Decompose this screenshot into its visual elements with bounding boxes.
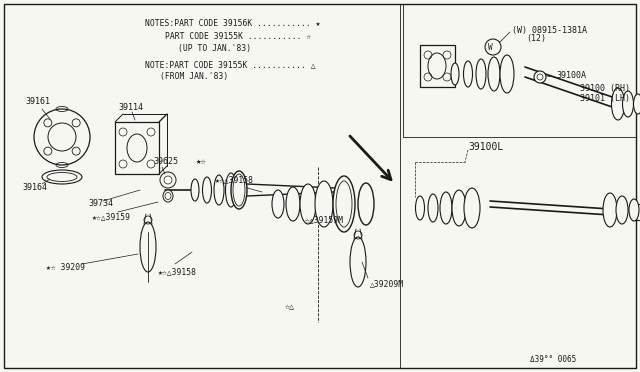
Ellipse shape (333, 176, 355, 232)
Text: 39100 (RH): 39100 (RH) (580, 83, 630, 93)
Ellipse shape (476, 59, 486, 89)
Text: 39164: 39164 (22, 183, 47, 192)
Ellipse shape (286, 187, 300, 221)
Bar (115, 122, 159, 174)
Ellipse shape (191, 179, 199, 201)
Ellipse shape (464, 188, 480, 228)
Ellipse shape (358, 183, 374, 225)
Ellipse shape (634, 94, 640, 114)
Text: (FROM JAN.'83): (FROM JAN.'83) (160, 71, 228, 80)
Text: ★☆ 39209: ★☆ 39209 (46, 263, 85, 272)
Text: 39161: 39161 (25, 97, 50, 106)
Text: ★☆: ★☆ (196, 157, 207, 167)
Text: (12): (12) (526, 35, 546, 44)
Text: (W) 08915-1381A: (W) 08915-1381A (512, 26, 587, 35)
Ellipse shape (451, 63, 459, 85)
Text: W: W (488, 42, 492, 51)
Ellipse shape (163, 190, 173, 202)
Text: (UP TO JAN.'83): (UP TO JAN.'83) (178, 44, 251, 52)
Ellipse shape (315, 181, 333, 227)
Circle shape (534, 71, 546, 83)
Text: ☆△: ☆△ (285, 302, 295, 311)
Text: ★☆△39159: ★☆△39159 (92, 212, 131, 221)
Text: △39209M: △39209M (370, 279, 404, 289)
Text: 39100A: 39100A (556, 71, 586, 80)
Ellipse shape (214, 175, 224, 205)
Text: NOTE:PART CODE 39155K ........... △: NOTE:PART CODE 39155K ........... △ (145, 61, 316, 70)
Ellipse shape (428, 194, 438, 222)
Ellipse shape (272, 190, 284, 218)
Ellipse shape (225, 173, 237, 207)
Ellipse shape (463, 61, 472, 87)
Text: 39625: 39625 (153, 157, 178, 167)
Ellipse shape (611, 88, 625, 120)
Bar (420, 45, 455, 87)
Ellipse shape (616, 196, 628, 224)
Text: 39101 (LH): 39101 (LH) (580, 93, 630, 103)
Ellipse shape (603, 193, 617, 227)
Ellipse shape (500, 55, 514, 93)
Ellipse shape (300, 184, 316, 224)
Ellipse shape (623, 91, 634, 117)
Ellipse shape (231, 171, 247, 209)
Ellipse shape (488, 57, 500, 91)
Text: 39100L: 39100L (468, 142, 503, 152)
Ellipse shape (629, 199, 639, 221)
Text: PART CODE 39155K ........... ☆: PART CODE 39155K ........... ☆ (165, 32, 311, 41)
Ellipse shape (415, 196, 424, 220)
Text: ☆△39159M: ☆△39159M (305, 215, 344, 224)
Ellipse shape (452, 190, 466, 226)
Text: ★☆△39158: ★☆△39158 (215, 176, 254, 185)
Text: Δ39°° 0065: Δ39°° 0065 (530, 356, 576, 365)
Ellipse shape (440, 192, 452, 224)
Text: 39114: 39114 (118, 103, 143, 112)
Text: 39734: 39734 (88, 199, 113, 208)
Ellipse shape (202, 177, 211, 203)
Text: ★☆△39158: ★☆△39158 (158, 267, 197, 276)
Text: NOTES:PART CODE 39156K ........... ★: NOTES:PART CODE 39156K ........... ★ (145, 19, 321, 29)
